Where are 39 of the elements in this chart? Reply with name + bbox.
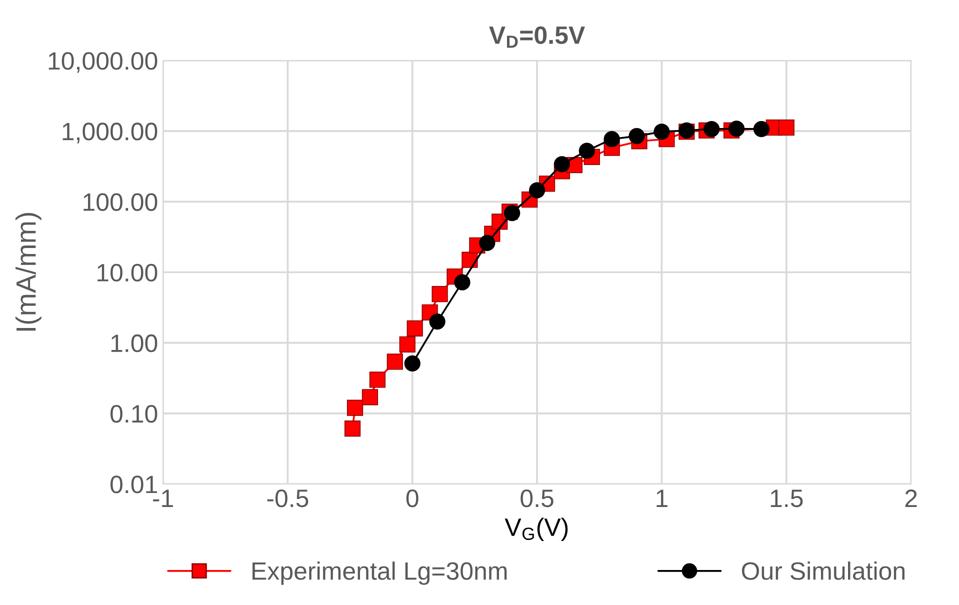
- point: [479, 234, 496, 252]
- y-tick-label: 100.00: [84, 193, 158, 211]
- point: [778, 120, 794, 136]
- point: [404, 355, 420, 372]
- point: [406, 320, 423, 336]
- legend-label: Our Simulation: [742, 562, 904, 580]
- point: [728, 120, 745, 137]
- point: [628, 128, 645, 144]
- x-tick-label: 0: [406, 490, 418, 508]
- x-tick-label: 1: [656, 490, 668, 507]
- y-tick-label: 1,000.00: [62, 122, 158, 144]
- y-tick-label: 10,000.00: [48, 52, 158, 73]
- point: [753, 120, 770, 138]
- y-tick-label: 1.00: [111, 334, 158, 352]
- point: [362, 389, 378, 406]
- x-tick-label: -0.5: [267, 490, 308, 508]
- point: [578, 142, 595, 159]
- y-axis-title: I(mA/mm): [16, 213, 42, 331]
- y-tick-label: 0.10: [110, 405, 158, 423]
- point: [654, 124, 670, 140]
- point: [346, 400, 364, 416]
- chart-title: V$_{D}$=0.5V: [489, 26, 585, 48]
- x-tick-label: 0.5: [520, 490, 554, 508]
- point: [554, 156, 570, 172]
- y-tick-label: 10.00: [98, 264, 158, 282]
- point: [344, 420, 361, 437]
- legend-label: Experimental Lg=30nm: [252, 562, 507, 585]
- x-tick-label: 1.5: [770, 490, 803, 508]
- x-axis-title: V$_{G}$(V): [504, 518, 568, 542]
- point: [429, 314, 446, 330]
- point: [432, 286, 448, 302]
- point: [386, 354, 403, 370]
- point: [369, 372, 386, 388]
- x-tick-label: 2: [905, 490, 917, 507]
- point: [454, 274, 470, 290]
- point: [604, 131, 620, 148]
- point: [399, 336, 416, 352]
- point: [704, 120, 720, 138]
- point: [528, 182, 546, 198]
